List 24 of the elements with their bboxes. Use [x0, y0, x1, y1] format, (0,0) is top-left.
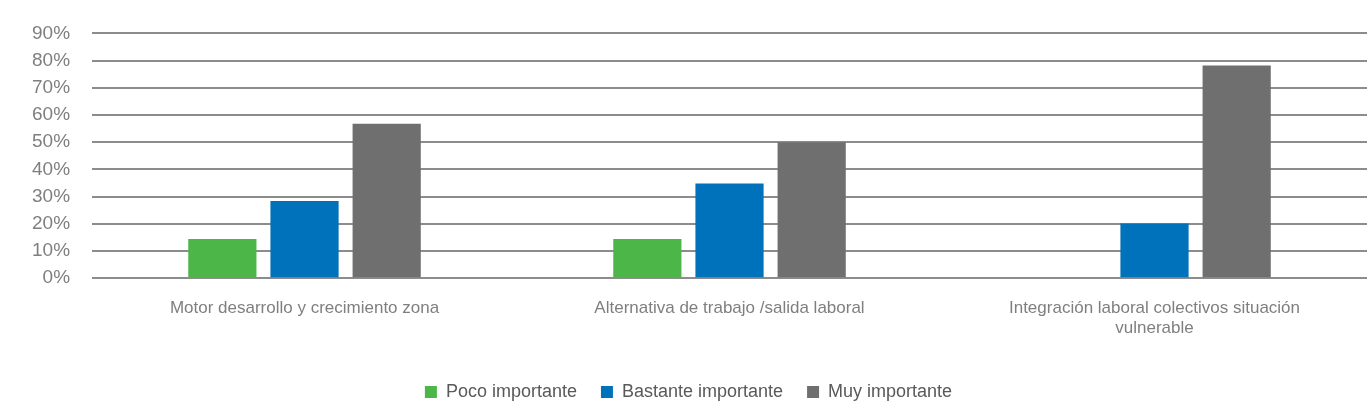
y-tick-label: 70% [32, 76, 71, 98]
y-tick-label: 40% [32, 157, 71, 179]
y-tick-label: 90% [32, 21, 71, 43]
y-tick-label: 80% [32, 48, 71, 70]
bar [613, 239, 682, 278]
bar [1120, 223, 1189, 278]
bar [352, 123, 421, 278]
x-tick-label: Alternativa de trabajo /salida laboral [594, 298, 865, 318]
bar [270, 200, 339, 278]
bar [777, 142, 846, 278]
bar [695, 183, 764, 278]
legend-label: Muy importante [828, 380, 953, 401]
x-tick-label: Integración laboral colectivos situación vulnerable [1008, 298, 1301, 338]
y-tick-label: 50% [32, 130, 71, 152]
y-tick-label: 30% [32, 184, 71, 206]
y-tick-label: 20% [32, 212, 71, 234]
bar [188, 239, 257, 278]
x-tick-label: Motor desarrollo y crecimiento zona [169, 298, 440, 318]
legend-label: Bastante importante [621, 380, 784, 401]
y-tick-label: 60% [32, 103, 71, 125]
y-tick-label: 0% [42, 266, 71, 288]
legend-label: Poco importante [445, 380, 577, 401]
y-tick-label: 10% [32, 239, 71, 261]
bar [1202, 65, 1271, 278]
